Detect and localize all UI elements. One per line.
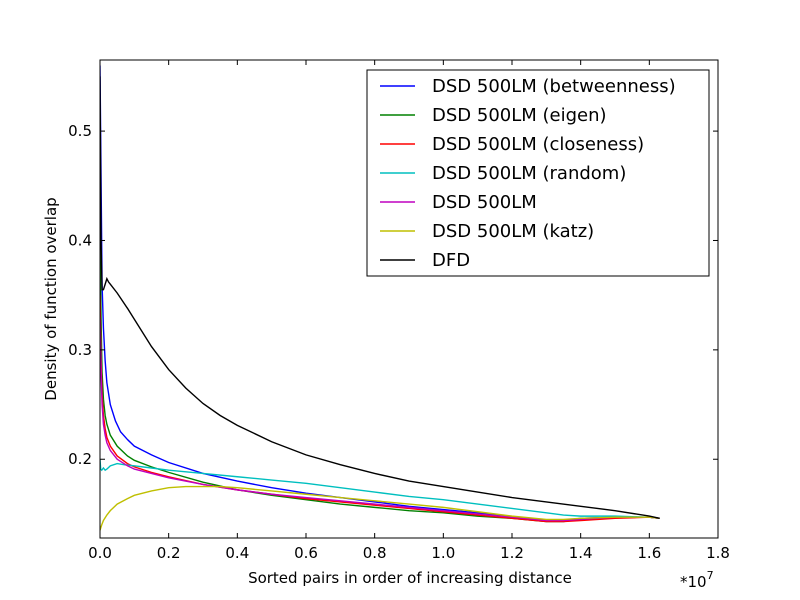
x-tick-label: 0.0 bbox=[88, 544, 112, 562]
series-lines bbox=[100, 65, 660, 531]
legend-box bbox=[366, 69, 710, 277]
legend-label-3: DSD 500LM (random) bbox=[432, 163, 626, 184]
y-tick-label: 0.4 bbox=[68, 231, 92, 249]
y-tick-label: 0.3 bbox=[68, 341, 92, 359]
axis-ticks: 0.0 0.2 0.4 0.6 0.8 1.0 1.2 1.4 1.6 1.8 0.2 0.3 0.4 0… bbox=[68, 60, 730, 562]
series-line-1 bbox=[100, 240, 660, 523]
x-tick-label: 0.2 bbox=[157, 544, 181, 562]
x-tick-label: 1.8 bbox=[706, 544, 730, 562]
x-axis-label: Sorted pairs in order of increasing dist… bbox=[248, 569, 572, 587]
x-tick-label: 0.6 bbox=[294, 544, 318, 562]
series-line-5 bbox=[100, 485, 660, 531]
series-line-3 bbox=[100, 459, 660, 520]
x-axis-multiplier-base: *10 bbox=[680, 573, 707, 591]
series-line-4 bbox=[100, 317, 660, 522]
x-tick-label: 1.6 bbox=[637, 544, 661, 562]
legend-label-2: DSD 500LM (closeness) bbox=[432, 134, 644, 155]
y-axis-label: Density of function overlap bbox=[42, 197, 60, 400]
series-line-6 bbox=[100, 76, 660, 519]
legend-label-5: DSD 500LM (katz) bbox=[432, 221, 594, 242]
y-tick-label: 0.2 bbox=[68, 450, 92, 468]
legend-label-6: DFD bbox=[432, 250, 470, 271]
x-tick-label: 1.0 bbox=[431, 544, 455, 562]
legend-label-1: DSD 500LM (eigen) bbox=[432, 105, 607, 126]
x-tick-label: 0.8 bbox=[363, 544, 387, 562]
series-line-2 bbox=[100, 295, 660, 523]
legend-label-0: DSD 500LM (betweenness) bbox=[432, 76, 676, 97]
plot-frame bbox=[99, 59, 719, 539]
x-tick-label: 0.4 bbox=[225, 544, 249, 562]
x-axis-multiplier: *107 bbox=[680, 569, 714, 591]
x-axis-multiplier-exponent: 7 bbox=[707, 569, 714, 582]
legend-label-4: DSD 500LM bbox=[432, 192, 537, 213]
x-tick-label: 1.4 bbox=[569, 544, 593, 562]
x-tick-label: 1.2 bbox=[500, 544, 524, 562]
y-tick-label: 0.5 bbox=[68, 122, 92, 140]
legend: DSD 500LM (betweenness) DSD 500LM (eigen)… bbox=[366, 69, 710, 277]
